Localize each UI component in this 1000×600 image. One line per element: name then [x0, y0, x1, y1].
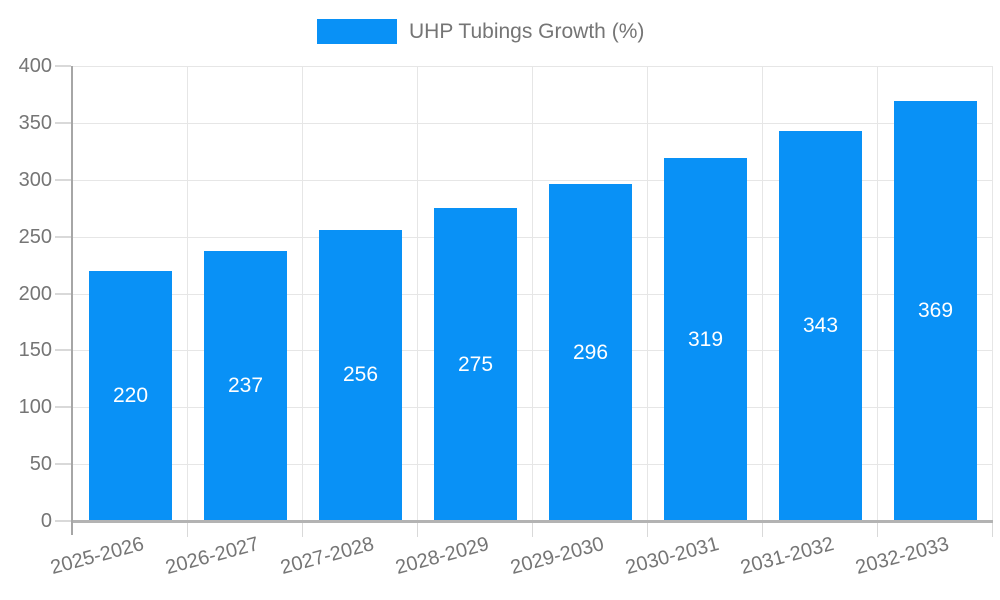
gridline-vertical: [532, 66, 533, 521]
bar[interactable]: 275: [434, 208, 517, 521]
y-axis-line: [71, 66, 73, 535]
bar-value-label: 220: [112, 383, 149, 407]
gridline-vertical: [762, 66, 763, 521]
gridline-vertical: [417, 66, 418, 521]
bar-value-label: 275: [457, 352, 494, 376]
gridline-vertical: [302, 66, 303, 521]
bar[interactable]: 220: [89, 270, 172, 521]
y-axis-label: 50: [29, 453, 52, 476]
y-axis-tick: [55, 520, 71, 522]
bar[interactable]: 296: [549, 184, 632, 521]
y-axis-tick: [55, 292, 71, 295]
bar-value-label: 319: [687, 327, 724, 351]
bar-value-label: 237: [227, 374, 264, 398]
y-axis-tick: [55, 121, 71, 124]
gridline-horizontal: [73, 236, 993, 238]
x-axis-tick: [647, 523, 648, 537]
x-axis-tick: [992, 523, 993, 537]
gridline-horizontal: [73, 464, 993, 466]
y-axis-tick: [55, 463, 71, 466]
bar-value-label: 296: [572, 340, 609, 364]
y-axis-label: 150: [18, 339, 52, 362]
x-axis-label: 2030-2031: [623, 533, 722, 580]
x-axis-label: 2031-2032: [738, 533, 837, 580]
legend-label: UHP Tubings Growth (%): [409, 19, 645, 43]
gridline-vertical: [992, 66, 993, 521]
bar-value-label: 343: [802, 313, 839, 337]
bar[interactable]: 343: [779, 130, 862, 521]
y-axis-label: 300: [18, 168, 52, 191]
gridline-horizontal: [73, 66, 993, 67]
y-axis-tick: [55, 178, 71, 181]
x-axis-tick: [302, 523, 303, 537]
gridline-horizontal: [73, 293, 993, 295]
y-axis-tick: [55, 65, 71, 67]
x-axis-label: 2032-2033: [853, 533, 952, 580]
y-axis-label: 400: [18, 55, 52, 77]
y-axis-label: 200: [18, 282, 52, 305]
plot-area: 220 237 256 275 296 319 343 369: [55, 65, 993, 537]
legend-swatch-icon: [317, 19, 397, 44]
gridline-vertical: [187, 66, 188, 521]
x-axis-tick: [417, 523, 418, 537]
bar[interactable]: 369: [894, 101, 977, 521]
y-axis-label: 0: [40, 510, 52, 532]
bar[interactable]: 319: [664, 158, 747, 521]
x-axis-tick: [762, 523, 763, 537]
bar-value-label: 256: [342, 363, 379, 387]
x-axis-tick: [532, 523, 533, 537]
gridline-horizontal: [73, 179, 993, 181]
y-axis-tick: [55, 406, 71, 409]
y-axis-tick: [55, 235, 71, 238]
x-axis-label: 2026-2027: [163, 533, 262, 580]
gridline-vertical: [647, 66, 648, 521]
gridline-horizontal: [73, 407, 993, 409]
x-axis-tick: [877, 523, 878, 537]
x-axis-tick: [187, 523, 188, 537]
gridline-horizontal: [73, 350, 993, 352]
bar[interactable]: 256: [319, 229, 402, 521]
gridline-horizontal: [73, 122, 993, 124]
x-axis-line: [73, 520, 993, 523]
legend[interactable]: UHP Tubings Growth (%): [317, 19, 644, 44]
y-axis-label: 100: [18, 396, 52, 419]
x-axis-label: 2027-2028: [278, 533, 377, 580]
y-axis-label: 250: [18, 225, 52, 248]
y-axis-label: 350: [18, 111, 52, 134]
x-axis-label: 2029-2030: [508, 533, 607, 580]
gridline-vertical: [877, 66, 878, 521]
bar[interactable]: 237: [204, 251, 287, 521]
x-axis-label: 2025-2026: [48, 533, 147, 580]
bar-value-label: 369: [917, 299, 954, 323]
x-axis-label: 2028-2029: [393, 533, 492, 580]
y-axis-tick: [55, 349, 71, 352]
